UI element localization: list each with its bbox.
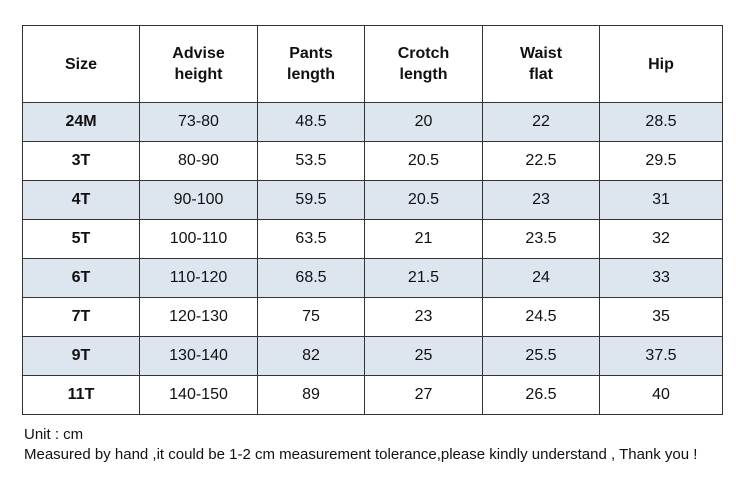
waist-flat-cell: 22 (482, 102, 600, 142)
table-row: 7T 120-130 75 23 24.5 35 (22, 297, 723, 337)
size-cell: 24M (22, 102, 140, 142)
crotch-length-cell: 20.5 (364, 141, 483, 181)
header-text: Waist (519, 45, 563, 62)
header-row: Size Advise height Pants length Crotch length W… (22, 25, 723, 103)
advise-height-cell: 80-90 (139, 141, 258, 181)
table-row: 11T 140-150 89 27 26.5 40 (22, 375, 723, 415)
hip-cell: 29.5 (599, 141, 723, 181)
crotch-length-cell: 27 (364, 375, 483, 415)
waist-flat-cell: 24.5 (482, 297, 600, 337)
crotch-length-cell: 20 (364, 102, 483, 142)
crotch-length-cell: 23 (364, 297, 483, 337)
header-text: length (287, 66, 335, 83)
header-text: Size (64, 55, 97, 73)
notes: Unit : cm Measured by hand ,it could be … (24, 425, 697, 465)
header-size: Size (22, 25, 140, 103)
waist-flat-cell: 22.5 (482, 141, 600, 181)
header-text: Pants (289, 45, 333, 62)
size-cell: 11T (22, 375, 140, 415)
header-text: length (399, 66, 448, 83)
pants-length-cell: 53.5 (257, 141, 365, 181)
pants-length-cell: 89 (257, 375, 365, 415)
advise-height-cell: 100-110 (139, 219, 258, 259)
advise-height-cell: 130-140 (139, 336, 258, 376)
advise-height-cell: 120-130 (139, 297, 258, 337)
waist-flat-cell: 23.5 (482, 219, 600, 259)
header-advise-height: Advise height (139, 25, 258, 103)
table-row: 6T 110-120 68.5 21.5 24 33 (22, 258, 723, 298)
hip-cell: 31 (599, 180, 723, 220)
pants-length-cell: 48.5 (257, 102, 365, 142)
table-row: 24M 73-80 48.5 20 22 28.5 (22, 102, 723, 142)
advise-height-cell: 110-120 (139, 258, 258, 298)
size-cell: 4T (22, 180, 140, 220)
table-row: 5T 100-110 63.5 21 23.5 32 (22, 219, 723, 259)
header-text: flat (529, 66, 553, 83)
pants-length-cell: 82 (257, 336, 365, 376)
crotch-length-cell: 21 (364, 219, 483, 259)
advise-height-cell: 90-100 (139, 180, 258, 220)
waist-flat-cell: 23 (482, 180, 600, 220)
pants-length-cell: 75 (257, 297, 365, 337)
header-waist-flat: Waist flat (482, 25, 600, 103)
header-text: Hip (648, 55, 674, 73)
hip-cell: 35 (599, 297, 723, 337)
pants-length-cell: 59.5 (257, 180, 365, 220)
table-row: 9T 130-140 82 25 25.5 37.5 (22, 336, 723, 376)
crotch-length-cell: 20.5 (364, 180, 483, 220)
header-pants-length: Pants length (257, 25, 365, 103)
advise-height-cell: 140-150 (139, 375, 258, 415)
disclaimer-note: Measured by hand ,it could be 1-2 cm mea… (24, 446, 698, 463)
pants-length-cell: 63.5 (257, 219, 365, 259)
header-text: Crotch (397, 45, 450, 62)
hip-cell: 28.5 (599, 102, 723, 142)
hip-cell: 33 (599, 258, 723, 298)
advise-height-cell: 73-80 (139, 102, 258, 142)
hip-cell: 37.5 (599, 336, 723, 376)
waist-flat-cell: 25.5 (482, 336, 600, 376)
size-cell: 9T (22, 336, 140, 376)
crotch-length-cell: 21.5 (364, 258, 483, 298)
hip-cell: 32 (599, 219, 723, 259)
size-cell: 3T (22, 141, 140, 181)
waist-flat-cell: 24 (482, 258, 600, 298)
size-cell: 6T (22, 258, 140, 298)
header-hip: Hip (599, 25, 723, 103)
unit-note: Unit : cm (24, 426, 84, 443)
header-text: height (174, 66, 223, 83)
table-body: 24M 73-80 48.5 20 22 28.5 3T 80-90 53.5 20.5 22.5 2… (22, 102, 723, 415)
table-row: 3T 80-90 53.5 20.5 22.5 29.5 (22, 141, 723, 181)
size-cell: 5T (22, 219, 140, 259)
waist-flat-cell: 26.5 (482, 375, 600, 415)
crotch-length-cell: 25 (364, 336, 483, 376)
header-crotch-length: Crotch length (364, 25, 483, 103)
hip-cell: 40 (599, 375, 723, 415)
table-row: 4T 90-100 59.5 20.5 23 31 (22, 180, 723, 220)
size-cell: 7T (22, 297, 140, 337)
pants-length-cell: 68.5 (257, 258, 365, 298)
size-chart-table: Size Advise height Pants length Crotch length W… (22, 25, 723, 415)
header-text: Advise (172, 45, 225, 62)
